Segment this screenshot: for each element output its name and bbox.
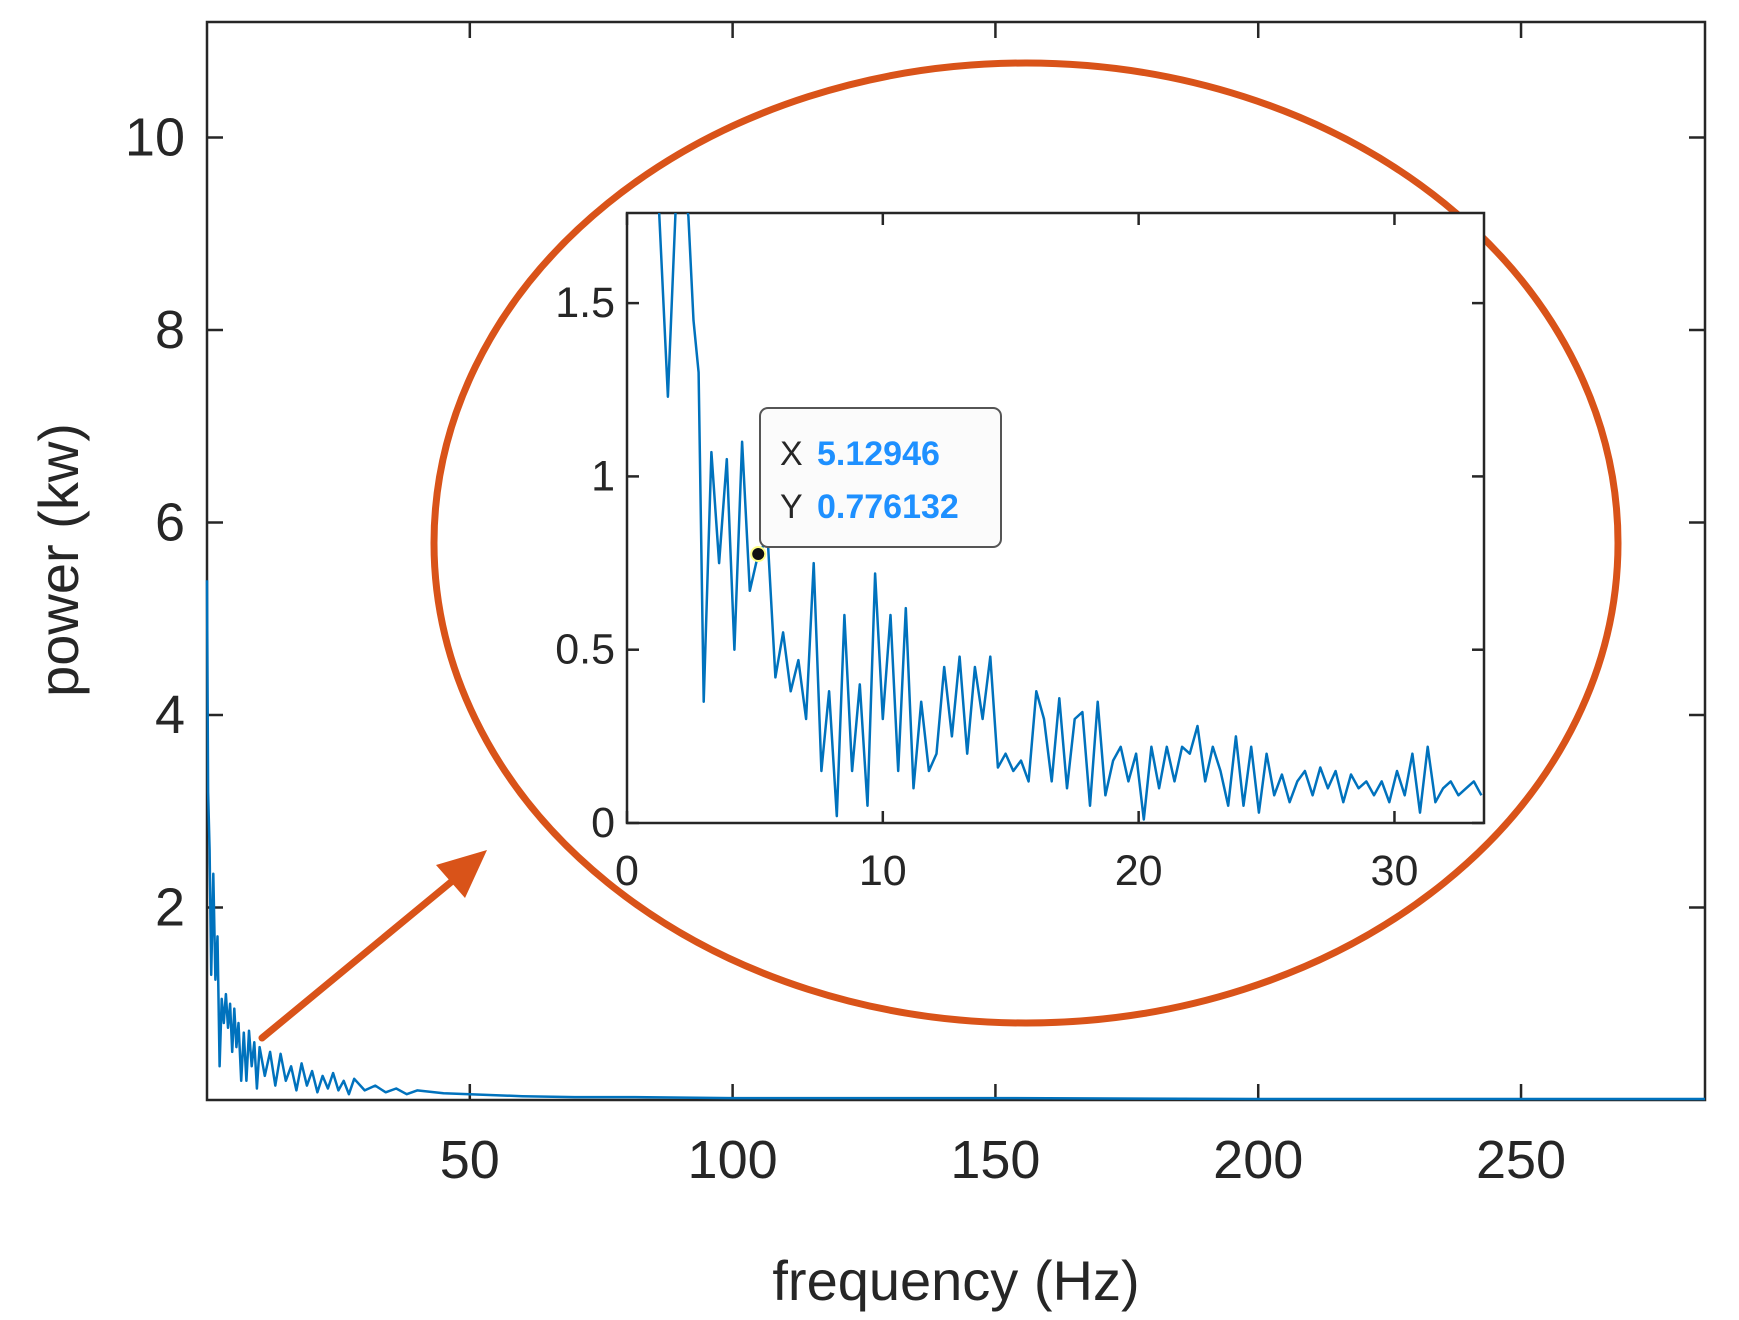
zoom-arrow-head (436, 850, 487, 898)
main-x-tick-label: 250 (1476, 1130, 1566, 1190)
inset-y-ticks: 0 0.5 1 1.5 (555, 279, 1484, 847)
inset-x-tick-label: 0 (615, 847, 639, 895)
main-y-tick-label: 8 (155, 300, 185, 360)
datatip-y-value: 0.776132 (817, 488, 959, 526)
datatip-x-label: X (780, 435, 803, 473)
datatip-x-value: 5.12946 (817, 435, 940, 473)
main-series-line (205, 580, 1705, 1101)
x-axis-title: frequency (Hz) (772, 1249, 1139, 1312)
inset-y-tick-label: 0.5 (555, 626, 615, 674)
datatip-y-label: Y (780, 488, 803, 526)
inset-x-ticks: 0 10 20 30 (615, 213, 1418, 895)
main-x-ticks: 50 100 150 200 250 (440, 22, 1566, 1190)
inset-x-tick-label: 30 (1371, 847, 1419, 895)
inset-series-line (657, 213, 1483, 821)
inset-y-tick-label: 1.5 (555, 279, 615, 327)
inset-x-tick-label: 20 (1115, 847, 1163, 895)
inset-x-tick-label: 10 (859, 847, 907, 895)
inset-y-tick-label: 0 (591, 799, 615, 847)
datatip-marker[interactable] (750, 545, 767, 562)
main-y-tick-label: 4 (155, 685, 185, 745)
main-x-tick-label: 150 (950, 1130, 1040, 1190)
datatip-box[interactable] (759, 407, 1002, 548)
main-x-tick-label: 200 (1213, 1130, 1303, 1190)
zoom-ellipse (430, 59, 1622, 1027)
main-y-tick-label: 10 (125, 108, 185, 168)
inset-y-tick-label: 1 (591, 452, 615, 500)
zoom-annotation (258, 59, 1622, 1042)
y-axis-title: power (kw) (27, 423, 90, 697)
main-x-tick-label: 50 (440, 1130, 500, 1190)
main-x-tick-label: 100 (688, 1130, 778, 1190)
inset-axes: 0 0.5 1 1.5 0 10 20 30 X 5.12946 Y 0.776132 (555, 211, 1486, 895)
zoom-arrow-shaft (258, 869, 466, 1042)
main-y-tick-label: 6 (155, 493, 185, 553)
main-y-tick-label: 2 (155, 878, 185, 938)
datatip[interactable]: X 5.12946 Y 0.776132 (750, 407, 1002, 562)
